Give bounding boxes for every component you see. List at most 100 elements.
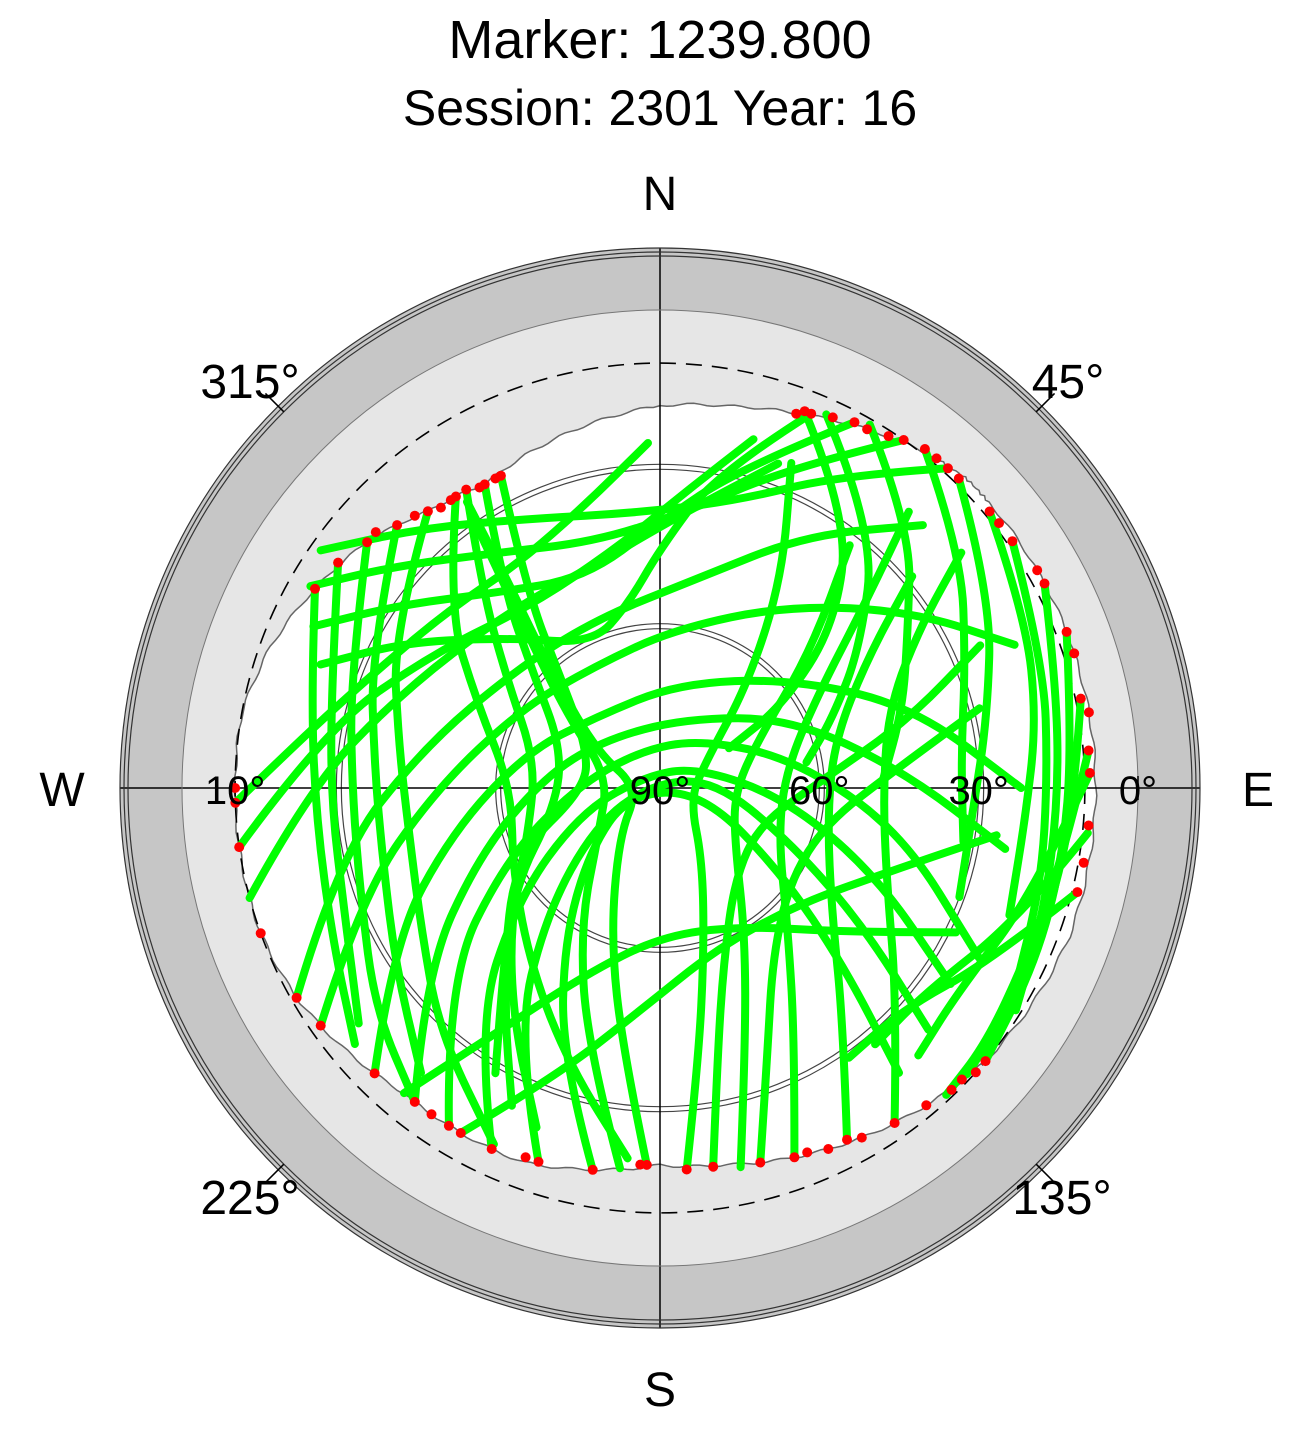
endpoint-marker — [533, 1156, 544, 1167]
satellite-track — [400, 923, 960, 1098]
endpoint-marker — [479, 479, 490, 490]
chart-title: Marker: 1239.800 — [448, 10, 871, 70]
satellite-track — [308, 584, 359, 1048]
endpoint-marker — [333, 557, 344, 568]
endpoint-marker — [1072, 887, 1083, 898]
endpoint-marker — [849, 417, 860, 428]
endpoint-marker — [435, 502, 446, 513]
endpoint-marker — [1083, 820, 1094, 831]
endpoint-marker — [1083, 707, 1094, 718]
endpoint-marker — [789, 1152, 800, 1163]
endpoint-marker — [291, 992, 302, 1003]
endpoint-marker — [1032, 565, 1043, 576]
endpoint-marker — [791, 408, 802, 419]
satellite-track — [316, 603, 1019, 1030]
endpoint-marker — [931, 453, 942, 464]
frame-ring — [127, 255, 1193, 1321]
axis-labels: 45° 135° 225° 315° 90° 60° 30° 10° 0° — [200, 356, 1157, 1225]
endpoint-marker — [898, 435, 909, 445]
endpoint-marker — [994, 518, 1004, 529]
elevation-label: 10° — [205, 769, 266, 813]
endpoint-marker — [587, 1164, 598, 1175]
satellite-track — [942, 746, 1093, 1099]
endpoint-marker — [362, 537, 373, 548]
satellite-track — [682, 459, 796, 1174]
direction-south: S — [644, 1364, 676, 1417]
endpoint-marker — [1084, 768, 1095, 778]
endpoint-marker — [681, 1164, 692, 1175]
satellite-track — [985, 507, 1038, 920]
endpoint-marker — [856, 1132, 867, 1143]
endpoint-marker — [392, 520, 403, 531]
azimuth-label: 225° — [200, 1172, 299, 1225]
endpoint-marker — [953, 473, 964, 484]
endpoint-marker — [956, 1074, 967, 1085]
satellite-track — [316, 464, 952, 555]
endpoint-marker — [255, 928, 266, 939]
satellite-track — [559, 788, 903, 1174]
satellite-track — [824, 572, 917, 1144]
endpoint-marker — [635, 1159, 646, 1170]
endpoint-marker — [409, 1096, 420, 1107]
endpoint-marker — [1075, 693, 1086, 704]
endpoint-marker — [450, 491, 461, 502]
endpoint-marker — [422, 506, 433, 517]
endpoint-marker — [1061, 626, 1072, 637]
endpoint-marker — [946, 1084, 957, 1095]
satellite-track — [231, 439, 652, 807]
satellite-track — [954, 474, 994, 901]
endpoint-marker — [889, 1118, 900, 1128]
endpoint-marker — [708, 1161, 719, 1172]
elevation-label: 30° — [948, 769, 1009, 813]
endpoint-marker — [369, 1068, 380, 1079]
azimuth-label: 135° — [1012, 1172, 1111, 1225]
endpoint-marker — [919, 444, 930, 454]
frame-ring — [123, 251, 1197, 1325]
elevation-label: 90° — [630, 769, 691, 813]
satellite-track — [245, 459, 783, 902]
satellite-track — [327, 558, 363, 1028]
plot-frame — [119, 247, 1201, 1329]
direction-east: E — [1242, 764, 1274, 817]
endpoint-marker — [984, 506, 995, 517]
endpoint-marker — [827, 412, 838, 423]
endpoint-marker — [823, 1144, 834, 1154]
endpoint-marker — [842, 1134, 852, 1145]
endpoint-marker — [802, 1147, 813, 1158]
chart-subtitle: Session: 2301 Year: 16 — [403, 80, 917, 136]
satellite-track — [410, 714, 1010, 1106]
endpoint-marker — [455, 1128, 466, 1138]
endpoint-marker — [942, 463, 953, 474]
satellite-track — [880, 548, 966, 1127]
endpoint-marker — [315, 1020, 326, 1031]
endpoint-marker — [883, 431, 894, 442]
azimuth-tick — [264, 1163, 285, 1184]
endpoint-marker — [461, 484, 472, 495]
satellite-track — [444, 738, 983, 1130]
endpoint-marker — [862, 424, 873, 435]
endpoint-marker — [921, 1100, 932, 1111]
satellite-track — [709, 641, 985, 1171]
elevation-label: 0° — [1119, 769, 1157, 813]
endpoint-marker — [234, 842, 245, 853]
frame-ring — [119, 247, 1201, 1329]
endpoint-marker — [426, 1109, 437, 1120]
elevation-label: 60° — [789, 769, 850, 813]
satellite-tracks — [231, 407, 1094, 1174]
endpoint-marker — [230, 783, 241, 793]
endpoint-marker — [755, 1157, 766, 1168]
track-endpoints — [230, 406, 1095, 1175]
satellite-track — [920, 445, 969, 846]
endpoint-marker — [970, 1067, 981, 1078]
endpoint-marker — [409, 510, 420, 521]
endpoint-marker — [980, 1056, 991, 1067]
satellite-track — [802, 410, 873, 767]
azimuth-tick — [264, 392, 285, 413]
endpoint-marker — [520, 1152, 531, 1163]
endpoint-marker — [495, 470, 506, 481]
endpoint-marker — [1069, 648, 1080, 659]
endpoint-marker — [1007, 536, 1018, 547]
azimuth-tick — [1035, 392, 1056, 413]
direction-north: N — [643, 168, 678, 221]
azimuth-label: 315° — [200, 356, 299, 409]
